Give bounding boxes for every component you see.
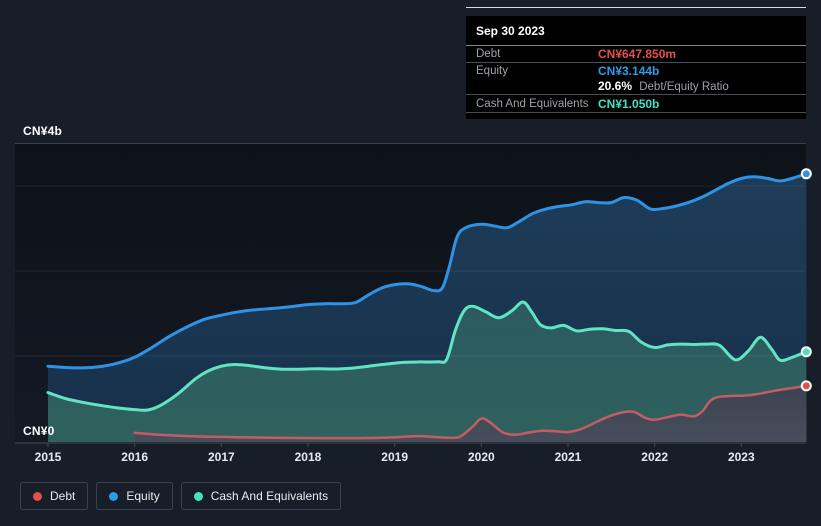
cash-series-dot-icon	[193, 491, 203, 501]
tooltip-ratio-line: 20.6% Debt/Equity Ratio	[466, 79, 806, 93]
cash-and-equivalents-line	[46, 300, 808, 412]
tooltip-top-line	[466, 7, 806, 8]
legend-label-debt: Debt	[50, 489, 76, 503]
x-axis-year-label: 2020	[467, 450, 495, 464]
tooltip-debt-value: CN¥647.850m	[598, 47, 677, 61]
legend-item-cash[interactable]: Cash And Equivalents	[180, 482, 342, 510]
x-axis-year-label: 2019	[381, 450, 408, 464]
tooltip-equity-label: Equity	[476, 65, 508, 77]
x-axis-year-label: 2017	[207, 450, 235, 464]
x-axis-year-label: 2015	[34, 450, 62, 464]
legend-label-cash: Cash And Equivalents	[210, 489, 329, 503]
chart-tooltip: Sep 30 2023 Debt CN¥647.850m Equity CN¥3…	[466, 16, 806, 119]
debt-area	[134, 385, 807, 442]
x-axis-year-label: 2023	[727, 450, 755, 464]
x-axis-year-label: 2018	[294, 450, 322, 464]
equity-series-dot-icon	[109, 491, 119, 501]
tooltip-row-cash: Cash And Equivalents CN¥1.050b	[466, 95, 806, 113]
legend-label-equity: Equity	[126, 489, 160, 503]
y-axis-max-label: CN¥4b	[23, 124, 63, 138]
tooltip-row-equity: Equity CN¥3.144b 20.6% Debt/Equity Ratio	[466, 63, 806, 95]
x-axis-year-label: 2021	[554, 450, 582, 464]
tooltip-cash-value: CN¥1.050b	[598, 96, 660, 111]
tooltip-debt-label: Debt	[476, 48, 501, 60]
cash-and-equivalents-end-marker	[800, 346, 812, 358]
tooltip-date: Sep 30 2023	[466, 16, 806, 46]
y-axis-zero-label: CN¥0	[23, 424, 55, 438]
tooltip-equity-value: CN¥3.144b	[598, 64, 660, 78]
tooltip-row-debt: Debt CN¥647.850m	[466, 46, 806, 63]
cash-and-equivalents-area	[48, 301, 807, 442]
legend-item-equity[interactable]: Equity	[96, 482, 173, 510]
tooltip-cash-label: Cash And Equivalents	[476, 97, 589, 110]
tooltip-equity-line: Equity CN¥3.144b	[466, 63, 806, 79]
debt-end-marker	[800, 380, 812, 392]
x-axis-year-label: 2016	[121, 450, 148, 464]
chart-plot-area[interactable]	[15, 143, 806, 443]
equity-end-marker	[800, 168, 812, 180]
debt-equity-ratio-label: Debt/Equity Ratio	[639, 81, 729, 93]
debt-line	[133, 384, 808, 440]
chart-legend: Debt Equity Cash And Equivalents	[20, 482, 342, 510]
legend-item-debt[interactable]: Debt	[20, 482, 89, 510]
debt-series-dot-icon	[33, 491, 42, 501]
equity-line	[46, 172, 808, 370]
x-axis-year-label: 2022	[641, 450, 668, 464]
debt-equity-ratio-value: 20.6%	[598, 79, 633, 93]
